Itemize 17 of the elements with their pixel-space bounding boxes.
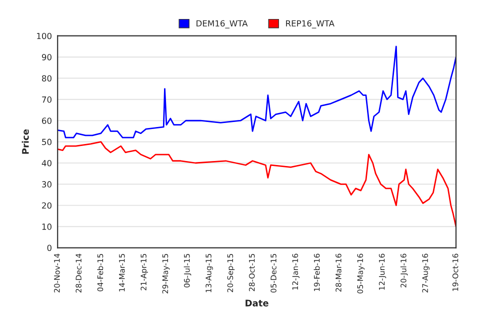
y-tick-label: 80: [42, 75, 52, 82]
y-tick-label: 60: [42, 118, 52, 124]
y-tick-label: 20: [42, 202, 52, 209]
y-tick-label: 70: [42, 96, 52, 103]
y-axis-title: Price: [22, 129, 29, 154]
line-series: [58, 46, 456, 138]
line-series: [58, 141, 456, 228]
x-axis-title: Date: [246, 300, 268, 306]
legend-label: DEM16_WTA: [196, 20, 248, 28]
y-tick-label: 100: [37, 32, 52, 40]
y-tick-label: 40: [42, 160, 52, 166]
y-tick-label: 10: [42, 224, 52, 230]
y-tick-label: 0: [47, 244, 52, 252]
y-tick-label: 30: [42, 181, 52, 188]
y-tick-label: 50: [42, 138, 52, 146]
legend-label: REP16_WTA: [286, 20, 334, 28]
y-tick-label: 90: [42, 54, 52, 60]
